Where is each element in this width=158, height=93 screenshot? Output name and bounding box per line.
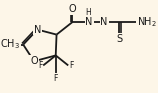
Text: O: O bbox=[30, 56, 38, 66]
Text: N: N bbox=[100, 17, 108, 27]
Text: CH₃: CH₃ bbox=[1, 40, 19, 50]
Text: N: N bbox=[85, 17, 93, 27]
Text: F: F bbox=[69, 61, 73, 70]
Text: O: O bbox=[69, 4, 76, 14]
Text: NH$_2$: NH$_2$ bbox=[137, 15, 156, 29]
Text: F: F bbox=[38, 61, 42, 70]
Text: H: H bbox=[85, 8, 91, 17]
Text: S: S bbox=[116, 34, 122, 44]
Text: CH$_3$: CH$_3$ bbox=[0, 38, 20, 52]
Text: N: N bbox=[34, 25, 41, 35]
Text: F: F bbox=[54, 74, 58, 83]
